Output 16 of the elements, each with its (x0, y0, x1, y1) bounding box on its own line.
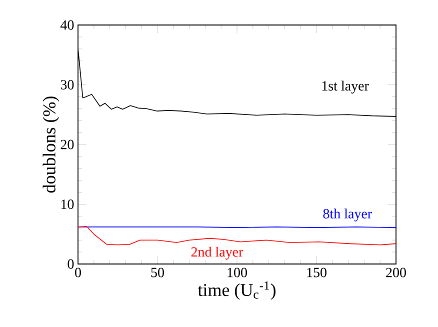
y-tick-label: 0 (68, 259, 74, 269)
series-label: 1st layer (322, 80, 369, 94)
x-axis-title: time (U$_{c}$$^{-1}$) (198, 281, 276, 300)
y-tick-label: 40 (60, 20, 74, 30)
y-tick-label: 20 (60, 140, 74, 150)
x-tick-label: 100 (228, 268, 247, 278)
x-tick-label: 0 (75, 268, 81, 278)
y-tick-label: 10 (61, 200, 74, 209)
x-tick-label: 200 (386, 268, 406, 278)
series-label: 2nd layer (191, 246, 244, 260)
y-tick-label: 30 (60, 80, 74, 90)
line-series (78, 226, 396, 246)
series-label: 8th layer (323, 208, 372, 222)
x-tick-label: 50 (151, 268, 164, 278)
y-axis-title: doublons (%) (42, 96, 60, 193)
x-tick-label: 150 (307, 268, 326, 278)
